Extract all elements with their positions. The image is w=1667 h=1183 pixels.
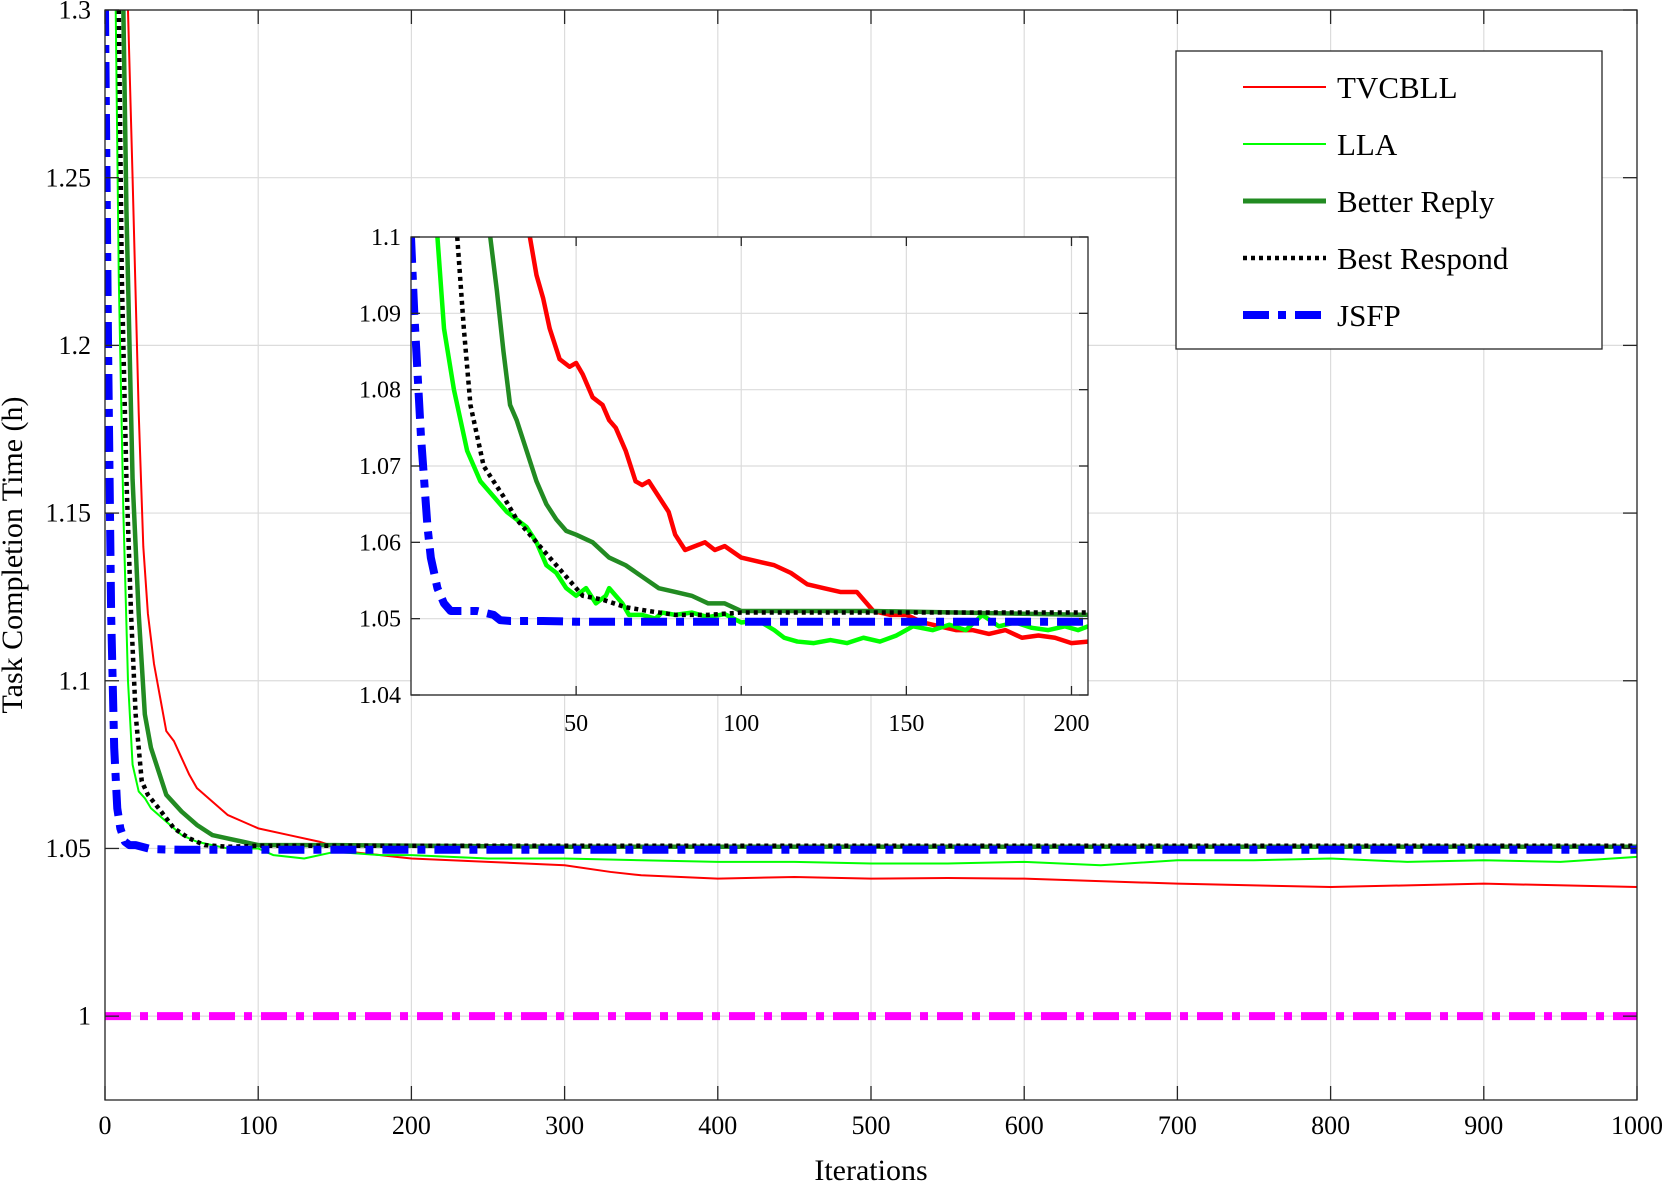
inset-series-better-reply [488, 237, 1088, 618]
main-x-tick-label: 0 [99, 1111, 112, 1140]
main-x-tick-label: 800 [1311, 1111, 1350, 1140]
main-y-tick-label: 1.2 [59, 331, 92, 360]
inset-series-best-respond [454, 237, 1088, 618]
main-y-tick-label: 1.25 [46, 163, 92, 192]
inset-x-tick-label: 200 [1053, 711, 1089, 737]
main-x-tick-label: 400 [698, 1111, 737, 1140]
legend-label-lla: LLA [1337, 127, 1398, 162]
inset-y-tick-label: 1.06 [359, 530, 401, 556]
legend: TVCBLL LLA Better Reply Best Respond JSF… [1175, 50, 1603, 350]
main-x-tick-label: 100 [239, 1111, 278, 1140]
main-y-tick-label: 1.05 [46, 834, 92, 863]
main-series-lines [105, 10, 1637, 1021]
inset-x-tick-label: 50 [564, 711, 588, 737]
main-x-tick-label: 200 [392, 1111, 431, 1140]
inset-x-tick-label: 100 [723, 711, 759, 737]
inset-series-jsfp [411, 237, 1088, 626]
inset-plot: 50 100 150 200 1.04 1.05 1.06 1.07 1.08 1.09 1.1 [359, 225, 1089, 737]
main-series-better-reply [121, 10, 1637, 850]
inset-y-tick-label: 1.05 [359, 607, 401, 633]
main-y-tick-label: 1.1 [59, 666, 92, 695]
main-ticks: 0 100 200 300 400 500 600 700 800 900 1000 1 1.05 1.1… [46, 0, 1664, 1140]
main-x-tick-label: 500 [852, 1111, 891, 1140]
main-x-tick-label: 300 [545, 1111, 584, 1140]
main-y-tick-label: 1.3 [59, 0, 92, 25]
legend-label-jsfp: JSFP [1337, 298, 1401, 333]
main-series-lla [114, 10, 1637, 867]
inset-y-tick-label: 1.1 [371, 225, 401, 251]
inset-x-tick-label: 150 [888, 711, 924, 737]
main-y-tick-label: 1 [78, 1002, 91, 1031]
legend-label-best-respond: Best Respond [1337, 241, 1509, 276]
inset-y-tick-label: 1.04 [359, 683, 401, 709]
legend-label-tvcbll: TVCBLL [1337, 70, 1458, 105]
main-x-tick-label: 600 [1005, 1111, 1044, 1140]
main-series-jsfp [105, 10, 1637, 854]
inset-y-tick-label: 1.09 [359, 301, 401, 327]
inset-y-tick-label: 1.07 [359, 454, 401, 480]
legend-label-better-reply: Better Reply [1337, 184, 1495, 219]
inset-ticks: 50 100 150 200 1.04 1.05 1.06 1.07 1.08 1.09 1.1 [359, 225, 1089, 737]
inset-series-lines [411, 237, 1088, 646]
main-x-tick-label: 900 [1464, 1111, 1503, 1140]
inset-y-tick-label: 1.08 [359, 378, 401, 404]
main-x-tick-label: 1000 [1611, 1111, 1663, 1140]
main-y-tick-label: 1.15 [46, 499, 92, 528]
x-axis-label: Iterations [814, 1154, 927, 1183]
main-series-tvcbll [126, 10, 1637, 889]
main-series-best-respond [116, 10, 1637, 850]
main-x-tick-label: 700 [1158, 1111, 1197, 1140]
y-axis-label: Task Completion Time (h) [0, 396, 29, 713]
